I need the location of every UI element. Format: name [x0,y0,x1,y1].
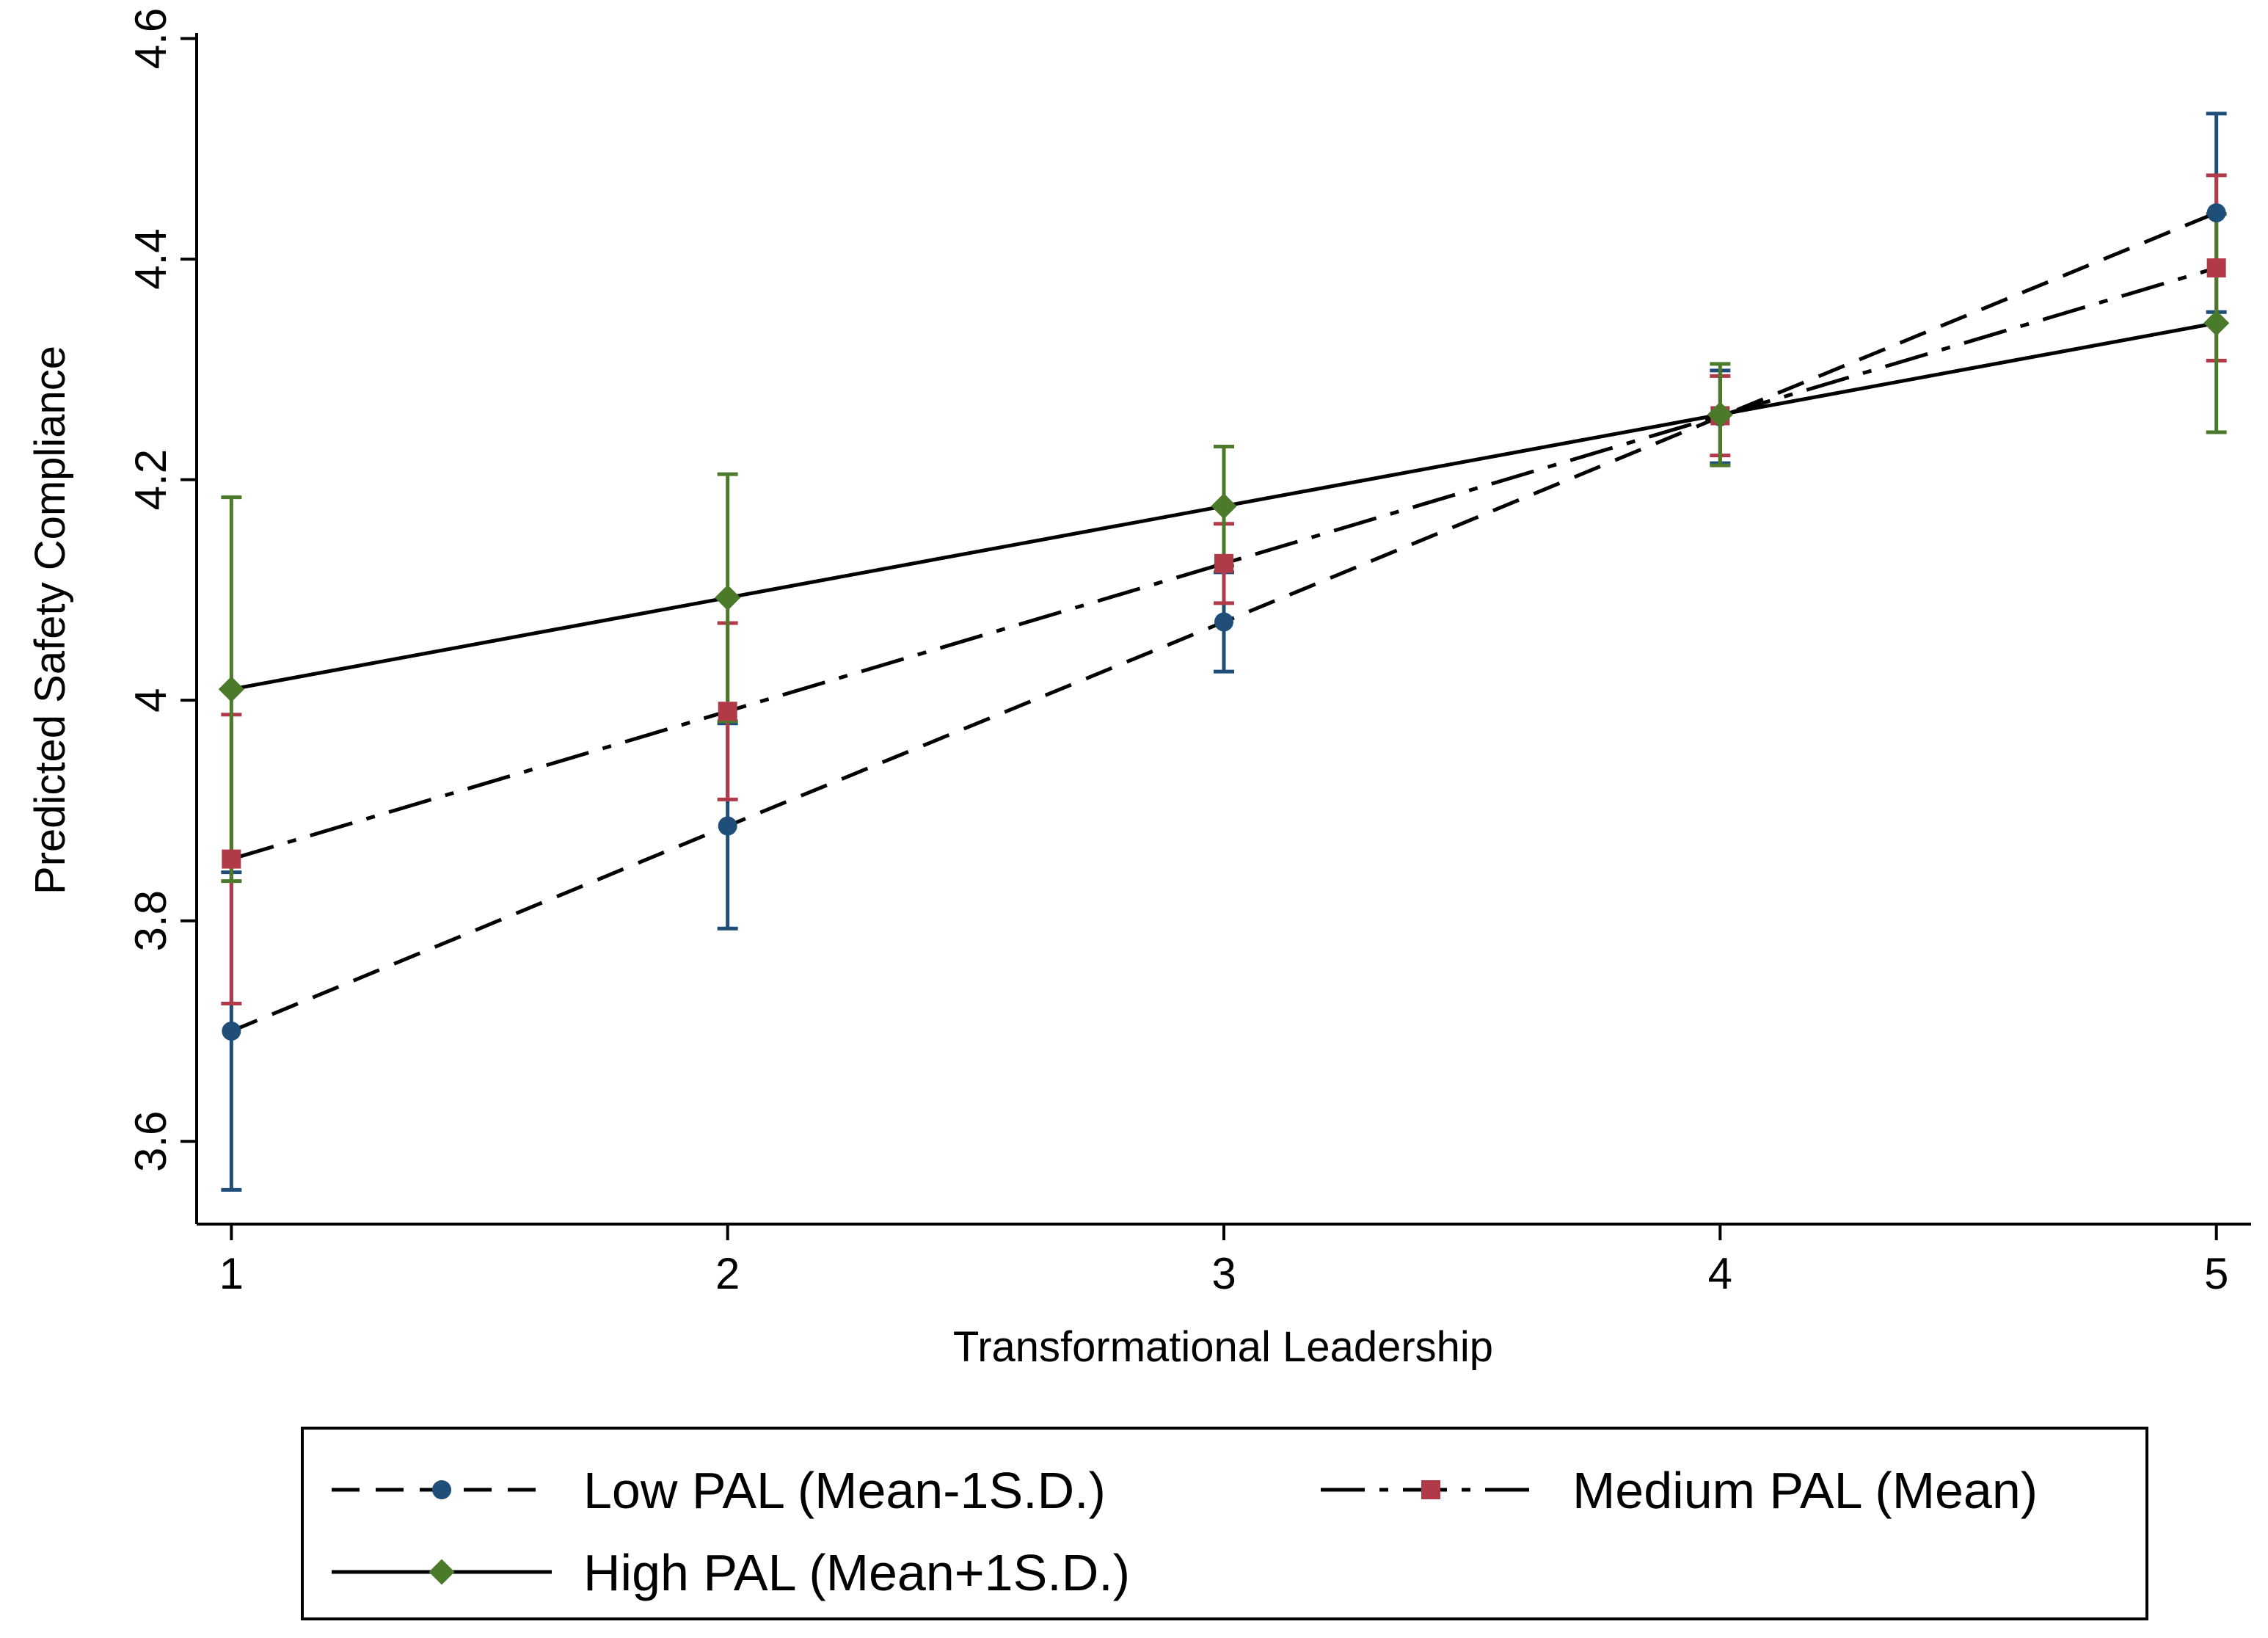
series-markers [218,203,2230,1041]
x-tick-label: 4 [1708,1249,1732,1298]
data-point [2206,203,2226,222]
legend-label: Low PAL (Mean-1S.D.) [583,1462,1106,1519]
data-point [1707,401,1733,428]
data-point [432,1480,451,1499]
legend-label: Medium PAL (Mean) [1572,1462,2038,1519]
data-point [1214,612,1233,632]
series-line [230,266,2217,861]
x-tick-label: 3 [1211,1249,1236,1298]
data-point [222,849,241,869]
y-tick-label: 4.2 [126,449,175,510]
y-tick-label: 3.8 [126,890,175,951]
legend-label: High PAL (Mean+1S.D.) [583,1544,1130,1601]
x-tick-label: 1 [219,1249,244,1298]
data-point [715,584,741,611]
y-tick-label: 4 [126,688,175,712]
data-point [1211,493,1237,520]
y-tick-label: 4.6 [126,8,175,69]
data-point [718,702,737,721]
y-axis-title: Predicted Safety Compliance [26,346,74,895]
x-axis-title: Transformational Leadership [953,1323,1493,1371]
data-point [1421,1480,1440,1499]
data-point [718,816,737,836]
data-point [2203,310,2230,336]
axes: 1 2 3 4 5 3.6 3.8 4 4.2 4.4 4.6 [126,8,2251,1298]
x-tick-label: 5 [2204,1249,2228,1298]
data-point [1214,553,1233,573]
x-tick-label: 2 [715,1249,740,1298]
data-point [222,1022,241,1041]
data-point [2206,258,2226,278]
legend-box [301,1427,2148,1620]
y-tick-label: 4.4 [126,228,175,289]
legend: Low PAL (Mean-1S.D.) Medium PAL (Mean) Hig… [301,1427,2148,1620]
y-tick-label: 3.6 [126,1111,175,1172]
data-point [429,1559,455,1585]
data-point [218,676,244,702]
